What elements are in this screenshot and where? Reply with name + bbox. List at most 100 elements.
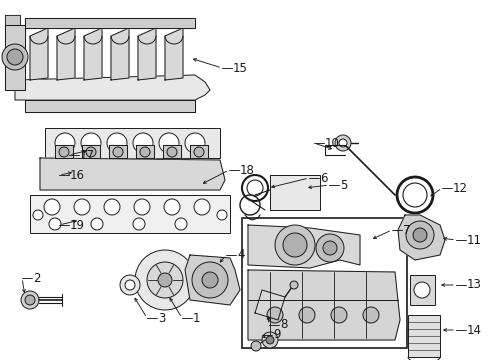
Circle shape [330, 307, 346, 323]
Circle shape [194, 147, 203, 157]
Text: 18: 18 [240, 163, 254, 176]
Polygon shape [25, 18, 195, 28]
Circle shape [2, 44, 28, 70]
Text: 5: 5 [339, 179, 346, 192]
Polygon shape [82, 145, 100, 158]
Text: 10: 10 [325, 136, 339, 149]
Text: 4: 4 [237, 248, 244, 261]
Circle shape [135, 250, 195, 310]
Text: 7: 7 [402, 224, 409, 237]
Bar [45, 128, 220, 158]
Polygon shape [57, 28, 75, 80]
Polygon shape [109, 145, 127, 158]
Polygon shape [138, 28, 156, 80]
Circle shape [265, 336, 273, 344]
Circle shape [33, 210, 43, 220]
Circle shape [21, 291, 39, 309]
Text: 3: 3 [158, 311, 165, 324]
Circle shape [91, 218, 103, 230]
Circle shape [86, 147, 96, 157]
Circle shape [163, 199, 180, 215]
Circle shape [147, 262, 183, 298]
Polygon shape [25, 100, 195, 112]
Circle shape [283, 233, 306, 257]
Circle shape [49, 218, 61, 230]
Circle shape [134, 199, 150, 215]
Circle shape [140, 147, 150, 157]
Circle shape [334, 135, 350, 151]
Circle shape [413, 282, 429, 298]
Circle shape [202, 272, 218, 288]
Text: 19: 19 [70, 219, 85, 231]
Circle shape [113, 147, 123, 157]
Circle shape [81, 133, 101, 153]
Text: 2: 2 [33, 271, 41, 284]
Circle shape [315, 234, 343, 262]
Bar [30, 195, 229, 233]
Text: 8: 8 [280, 319, 287, 332]
Text: 12: 12 [452, 181, 467, 194]
Text: 16: 16 [70, 168, 85, 181]
Circle shape [55, 133, 75, 153]
Circle shape [107, 133, 127, 153]
Circle shape [104, 199, 120, 215]
Circle shape [274, 225, 314, 265]
Polygon shape [55, 145, 73, 158]
Polygon shape [84, 28, 102, 80]
Circle shape [266, 307, 283, 323]
Bar [269, 175, 319, 210]
Circle shape [192, 262, 227, 298]
Circle shape [217, 210, 226, 220]
Text: 14: 14 [466, 324, 481, 337]
Polygon shape [163, 145, 181, 158]
Text: 17: 17 [80, 149, 95, 162]
Circle shape [74, 199, 90, 215]
Circle shape [159, 133, 179, 153]
Circle shape [362, 307, 378, 323]
Circle shape [158, 273, 172, 287]
Text: 1: 1 [193, 311, 200, 324]
Circle shape [250, 341, 261, 351]
Polygon shape [247, 270, 399, 340]
Polygon shape [40, 158, 224, 190]
Text: 11: 11 [466, 234, 481, 247]
Polygon shape [15, 75, 209, 100]
Polygon shape [190, 145, 207, 158]
Circle shape [405, 221, 433, 249]
Circle shape [133, 218, 145, 230]
Polygon shape [136, 145, 154, 158]
Circle shape [412, 228, 426, 242]
Circle shape [125, 280, 135, 290]
Bar [409, 275, 434, 305]
Circle shape [59, 147, 69, 157]
Circle shape [194, 199, 209, 215]
Polygon shape [247, 225, 359, 268]
Polygon shape [164, 28, 183, 80]
Circle shape [289, 281, 297, 289]
Text: 9: 9 [272, 328, 280, 342]
Polygon shape [30, 28, 48, 80]
Circle shape [298, 307, 314, 323]
Circle shape [120, 275, 140, 295]
Circle shape [167, 147, 177, 157]
Polygon shape [5, 15, 20, 25]
Polygon shape [184, 255, 240, 305]
Circle shape [25, 295, 35, 305]
Circle shape [133, 133, 153, 153]
Circle shape [338, 139, 346, 147]
Polygon shape [397, 215, 444, 260]
Circle shape [184, 133, 204, 153]
Bar [242, 218, 406, 348]
Circle shape [323, 241, 336, 255]
Bar [407, 315, 439, 357]
Text: 15: 15 [232, 62, 247, 75]
Circle shape [262, 332, 278, 348]
Polygon shape [5, 25, 25, 90]
Polygon shape [254, 290, 285, 320]
Circle shape [44, 199, 60, 215]
Text: 6: 6 [319, 171, 327, 185]
Circle shape [175, 218, 186, 230]
Polygon shape [111, 28, 129, 80]
Text: 13: 13 [466, 279, 481, 292]
Circle shape [7, 49, 23, 65]
